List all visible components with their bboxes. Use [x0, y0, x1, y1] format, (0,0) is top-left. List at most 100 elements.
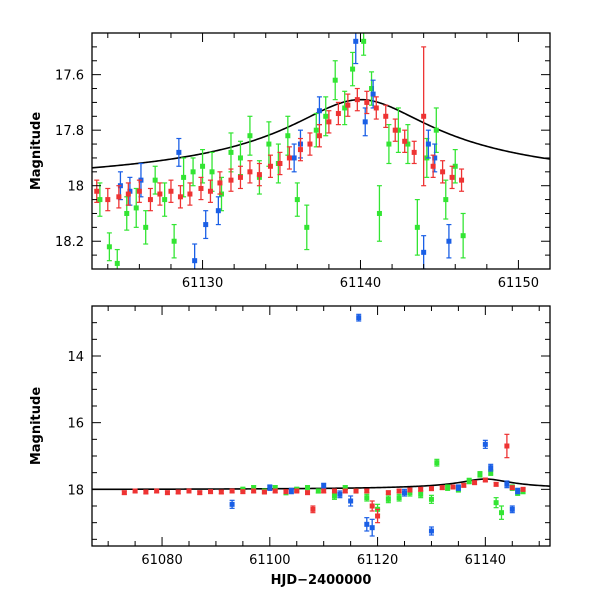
bottom-x-axis-label: HJD−2400000: [271, 573, 372, 588]
bottom-green-point: [407, 490, 413, 496]
top-green-point: [152, 177, 158, 183]
top-red-point: [277, 160, 283, 166]
bottom-blue-point: [515, 488, 521, 494]
bottom-red-point: [482, 477, 488, 483]
bottom-red-point: [375, 513, 381, 519]
top-y-tick-label: 17.6: [55, 69, 84, 84]
bottom-red-point: [218, 489, 224, 495]
top-green-point: [294, 197, 300, 203]
bottom-red-point: [143, 489, 149, 495]
top-green-point: [395, 127, 401, 133]
bottom-y-axis-label: Magnitude: [29, 387, 44, 466]
top-green-point: [414, 224, 420, 230]
bottom-green-point: [315, 488, 321, 494]
top-y-tick-label: 18: [67, 180, 84, 195]
bottom-green-point: [342, 485, 348, 491]
bottom-red-point: [175, 489, 181, 495]
bottom-red-point: [321, 488, 327, 494]
top-y-tick-label: 18.2: [55, 235, 84, 250]
top-green-point: [304, 224, 310, 230]
top-red-point: [136, 188, 142, 194]
top-red-point: [94, 188, 100, 194]
top-red-point: [316, 133, 322, 139]
top-red-point: [297, 147, 303, 153]
bottom-blue-point: [321, 483, 327, 489]
bottom-red-point: [364, 488, 370, 494]
top-green-point: [460, 233, 466, 239]
bottom-red-point: [305, 490, 311, 496]
bottom-plot-frame: [91, 305, 551, 547]
top-red-point: [383, 113, 389, 119]
bottom-green-point: [418, 491, 424, 497]
bottom-green-point: [305, 485, 311, 491]
top-green-point: [342, 105, 348, 111]
top-green-point: [162, 197, 168, 203]
top-red-point: [440, 169, 446, 175]
bottom-red-point: [229, 488, 235, 494]
top-green-point: [266, 141, 272, 147]
bottom-series-blue: [229, 313, 521, 537]
top-series-green: [97, 33, 466, 269]
top-green-point: [124, 210, 130, 216]
top-green-point: [369, 86, 375, 92]
top-red-point: [198, 185, 204, 191]
bottom-blue-point: [288, 488, 294, 494]
bottom-x-tick-label: 61080: [141, 553, 182, 568]
top-blue-point: [203, 222, 209, 228]
top-blue-point: [432, 155, 438, 161]
top-blue-point: [192, 258, 198, 264]
bottom-red-point: [208, 489, 214, 495]
bottom-y-tick-label: 16: [67, 417, 84, 432]
top-blue-point: [291, 155, 297, 161]
bottom-red-point: [164, 490, 170, 496]
top-red-point: [168, 188, 174, 194]
top-green-point: [133, 205, 139, 211]
top-x-tick-label: 61130: [182, 276, 223, 291]
bottom-red-point: [342, 488, 348, 494]
bottom-green-point: [488, 470, 494, 476]
bottom-red-point: [310, 506, 316, 512]
top-green-point: [97, 197, 103, 203]
bottom-y-tick-label: 14: [67, 350, 84, 365]
bottom-panel: 61080 61100 61120 61140 14 16 18 Magnitude HJD−2…: [29, 305, 551, 588]
bottom-green-point: [251, 485, 257, 491]
top-blue-point: [127, 188, 133, 194]
top-green-point: [181, 174, 187, 180]
top-blue-point: [353, 38, 359, 44]
top-green-point: [200, 163, 206, 169]
top-blue-point: [446, 238, 452, 244]
bottom-green-point: [499, 510, 505, 516]
top-red-point: [217, 180, 223, 186]
top-green-point: [171, 238, 177, 244]
top-red-point: [373, 105, 379, 111]
top-blue-point: [362, 119, 368, 125]
bottom-red-point: [439, 485, 445, 491]
bottom-red-point: [520, 486, 526, 492]
top-red-point: [354, 97, 360, 103]
bottom-red-point: [353, 488, 359, 494]
top-plot-frame: [91, 32, 551, 270]
top-green-point: [106, 244, 112, 250]
top-green-point: [443, 197, 449, 203]
top-green-point: [323, 113, 329, 119]
bottom-red-point: [132, 488, 138, 494]
bottom-blue-point: [337, 491, 343, 497]
top-data-area: [92, 33, 550, 269]
top-green-point: [237, 155, 243, 161]
top-red-point: [345, 102, 351, 108]
top-green-point: [114, 260, 120, 266]
bottom-red-point: [272, 488, 278, 494]
bottom-green-point: [466, 478, 472, 484]
bottom-red-point: [251, 488, 257, 494]
bottom-green-point: [434, 460, 440, 466]
top-green-point: [143, 224, 149, 230]
bottom-red-point: [261, 489, 267, 495]
top-red-point: [157, 191, 163, 197]
top-blue-point: [176, 149, 182, 155]
bottom-blue-point: [267, 485, 273, 491]
bottom-blue-point: [369, 525, 375, 531]
bottom-green-point: [396, 495, 402, 501]
top-red-point: [402, 138, 408, 144]
top-red-point: [459, 177, 465, 183]
top-green-point: [405, 141, 411, 147]
